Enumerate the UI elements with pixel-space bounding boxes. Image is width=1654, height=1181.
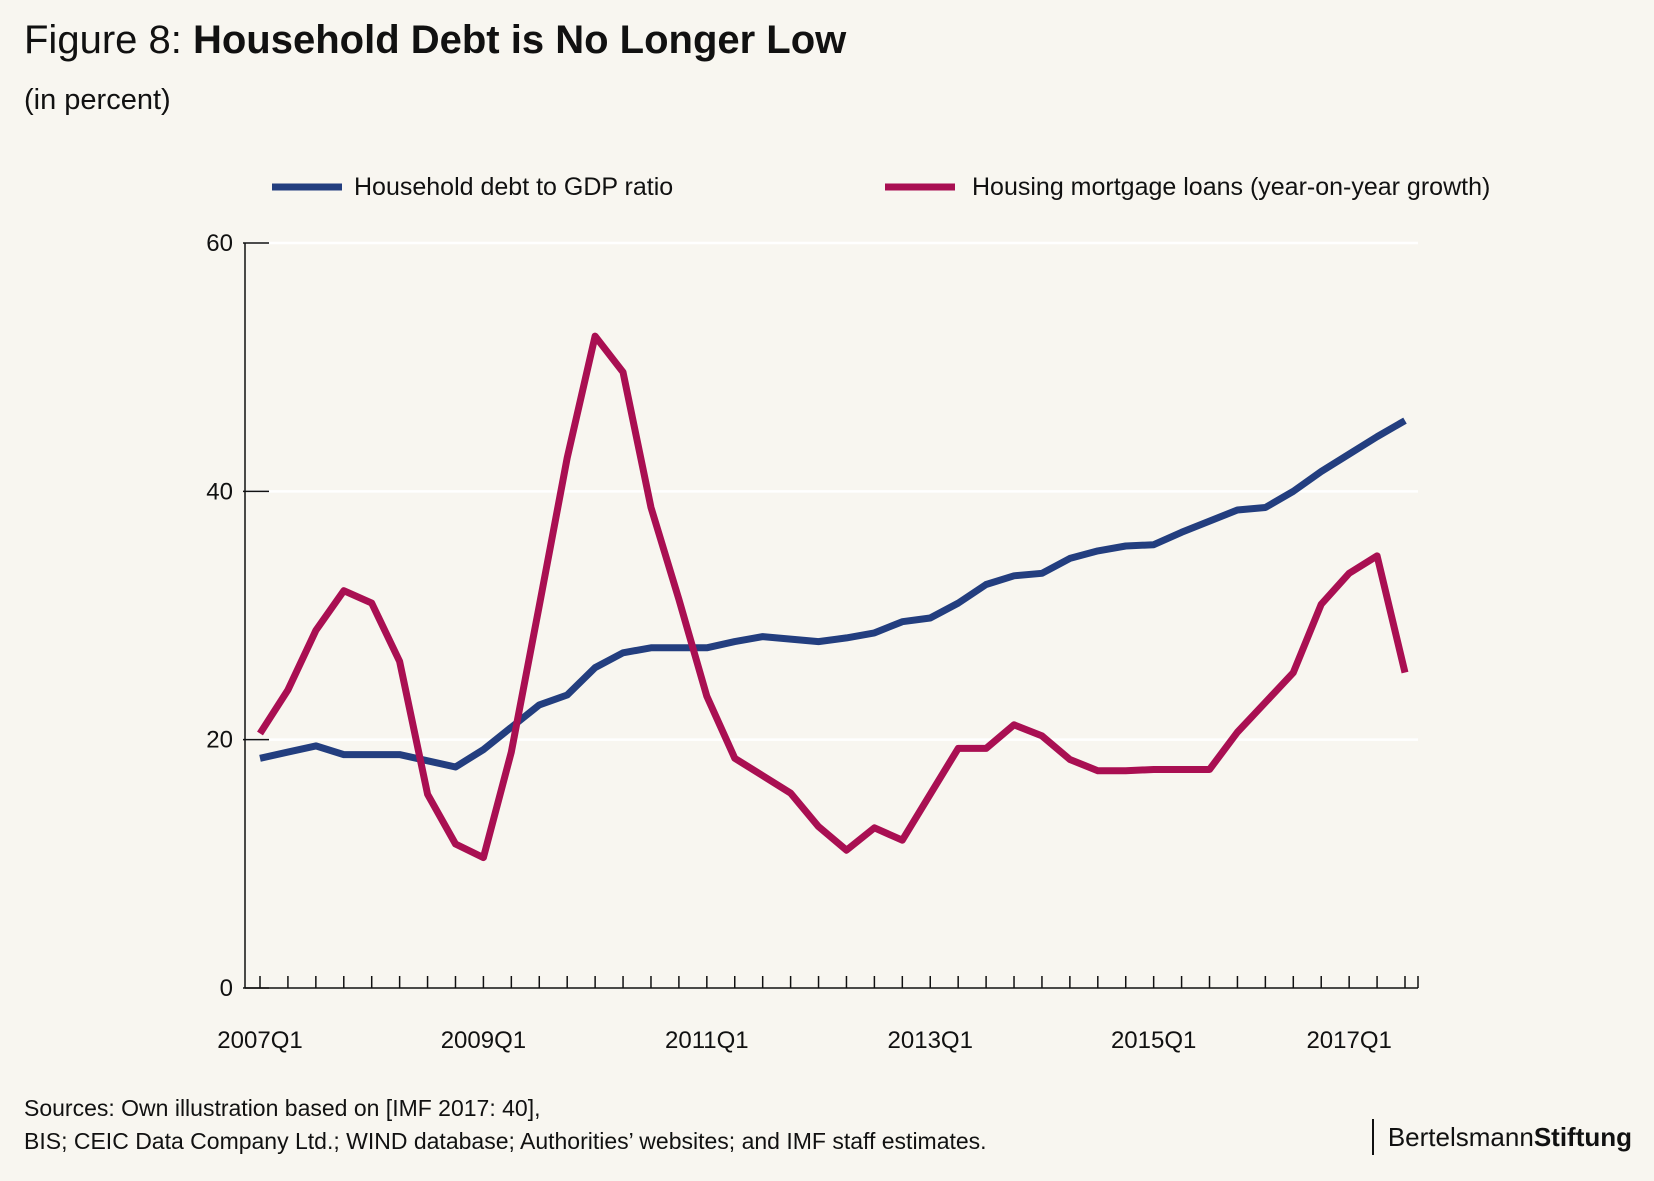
y-tick-label-60: 60 (206, 230, 233, 257)
x-tick-label-2007Q1: 2007Q1 (217, 1027, 302, 1054)
figure-title: Household Debt is No Longer Low (192, 18, 847, 62)
legend: Household debt to GDP ratio Housing mortg… (272, 173, 1490, 201)
logo-text-stiftung: Stiftung (1533, 1121, 1632, 1152)
bertelsmann-stiftung-logo: Bertelsmann Stiftung (1371, 1118, 1632, 1156)
logo-bar (1371, 1119, 1374, 1155)
y-tick-label-40: 40 (206, 478, 233, 505)
sources-note: Sources: Own illustration based on [IMF … (24, 1092, 987, 1158)
legend-label-household-debt: Household debt to GDP ratio (354, 173, 673, 201)
y-tick-label-20: 20 (206, 727, 233, 754)
sources-line-2: BIS; CEIC Data Company Ltd.; WIND databa… (24, 1128, 987, 1154)
series-line-mortgage-loans (257, 332, 1409, 862)
x-tick-label-2015Q1: 2015Q1 (1111, 1027, 1196, 1054)
x-tick-label-2013Q1: 2013Q1 (888, 1027, 973, 1054)
legend-label-mortgage-loans: Housing mortgage loans (year-on-year gro… (972, 173, 1490, 201)
x-tick-label-2009Q1: 2009Q1 (441, 1027, 526, 1054)
x-tick-label-2011Q1: 2011Q1 (665, 1027, 749, 1054)
logo-text-bertelsmann: Bertelsmann (1387, 1121, 1534, 1152)
chart-title: Figure 8: Household Debt is No Longer Lo… (24, 16, 846, 64)
chart-subtitle: (in percent) (24, 84, 171, 116)
figure-number: Figure 8: (24, 18, 193, 62)
series-line-household-debt (259, 417, 1407, 771)
axes: 0 20 40 60 2007Q1 2009Q1 2011Q1 2013Q1 2015Q1 201… (206, 230, 1419, 1054)
gridlines (245, 241, 1418, 741)
x-tick-label-2017Q1: 2017Q1 (1306, 1027, 1391, 1054)
series-layer (257, 332, 1409, 862)
sources-line-1: Sources: Own illustration based on [IMF … (24, 1095, 541, 1121)
y-tick-label-0: 0 (220, 975, 233, 1002)
